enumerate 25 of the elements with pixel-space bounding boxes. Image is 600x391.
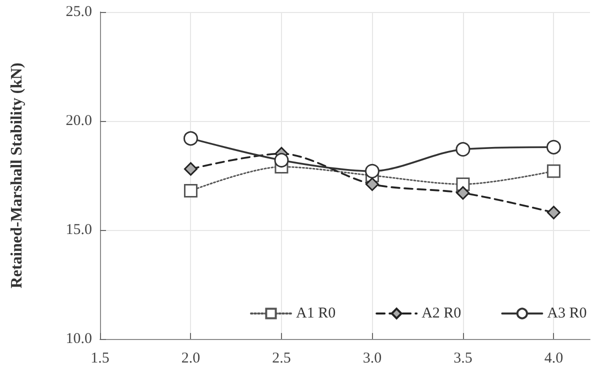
x-tick-label: 2.0 bbox=[181, 350, 200, 366]
point bbox=[184, 184, 198, 198]
point bbox=[184, 131, 198, 146]
point bbox=[546, 164, 560, 178]
x-tick-label: 3.5 bbox=[454, 350, 472, 366]
y-tick-label: 10.0 bbox=[66, 331, 92, 347]
legend-label: A3 R0 bbox=[547, 306, 587, 322]
x-tick-label: 1.5 bbox=[90, 350, 110, 366]
point bbox=[546, 206, 560, 220]
point bbox=[456, 142, 470, 157]
point bbox=[184, 162, 198, 176]
x-tick-label: 4.0 bbox=[544, 350, 564, 366]
point bbox=[546, 140, 561, 154]
point bbox=[274, 152, 289, 168]
point bbox=[364, 164, 380, 178]
y-axis-title: Retained-Marshall Stability (kN) bbox=[8, 62, 26, 288]
legend-label: A2 R0 bbox=[422, 306, 462, 322]
x-tick-label: 2.5 bbox=[272, 350, 291, 366]
point bbox=[456, 186, 470, 200]
point bbox=[365, 177, 379, 191]
legend-label: A1 R0 bbox=[296, 306, 336, 322]
y-tick-label: 15.0 bbox=[66, 222, 92, 238]
y-tick-label: 25.0 bbox=[66, 4, 92, 20]
x-tick-label: 3.0 bbox=[362, 350, 382, 366]
y-tick-label: 20.0 bbox=[66, 113, 92, 129]
